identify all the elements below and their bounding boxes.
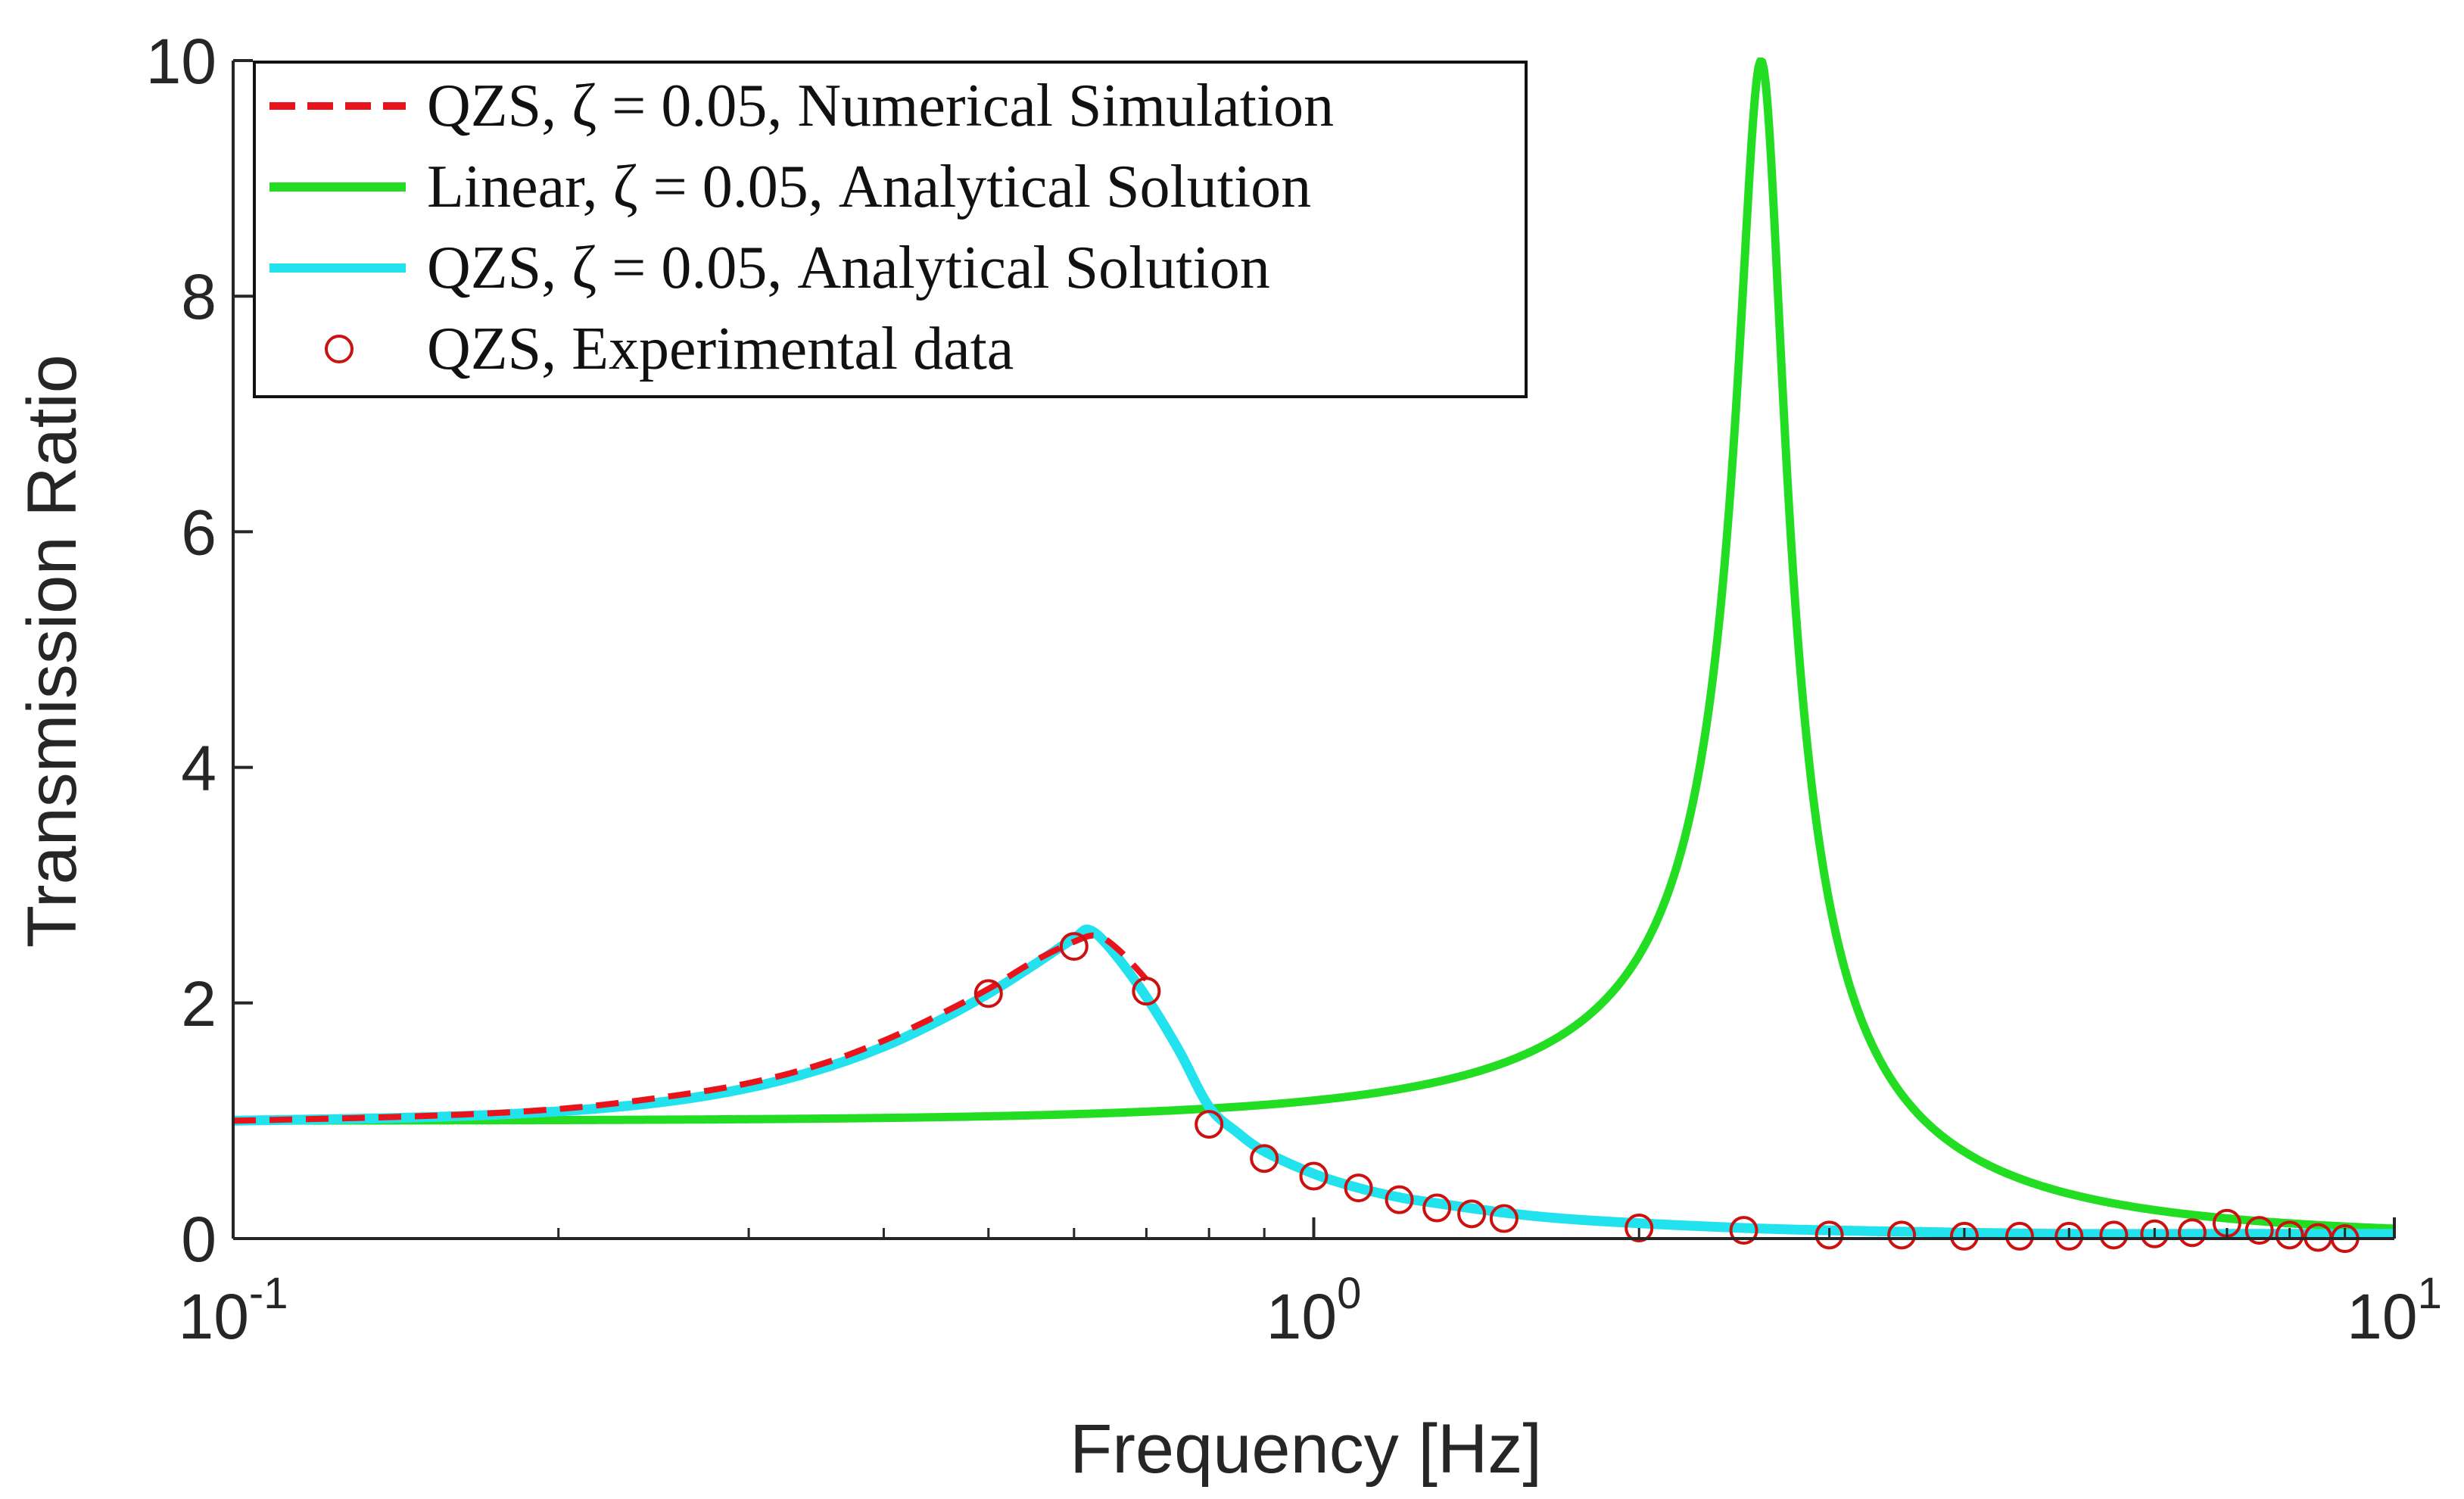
x-axis-label: Frequency [Hz] bbox=[1070, 1410, 1542, 1488]
x-tick-label: 100 bbox=[1266, 1269, 1362, 1352]
experimental-point bbox=[2244, 1216, 2274, 1245]
experimental-point bbox=[1250, 1144, 1279, 1173]
experimental-point bbox=[1887, 1220, 1917, 1250]
series-linear-curve bbox=[233, 58, 2394, 1233]
experimental-point bbox=[1457, 1199, 1487, 1229]
x-tick-base: 10 bbox=[2347, 1281, 2417, 1352]
y-tick-label: 0 bbox=[181, 1204, 216, 1275]
legend-label-experimental: QZS, Experimental data bbox=[427, 316, 1014, 382]
x-tick-base: 10 bbox=[178, 1281, 248, 1352]
x-tick-exponent: -1 bbox=[249, 1269, 288, 1318]
x-tick-label: 101 bbox=[2347, 1269, 2442, 1352]
x-tick-label: 10-1 bbox=[178, 1269, 288, 1352]
legend-box bbox=[253, 61, 1528, 398]
x-tick-base: 10 bbox=[1266, 1281, 1337, 1352]
x-tick-exponent: 0 bbox=[1337, 1269, 1361, 1318]
experimental-point bbox=[2140, 1219, 2170, 1248]
legend-label-numerical: QZS, ζ = 0.05, Numerical Simulation bbox=[427, 73, 1334, 139]
experimental-point bbox=[2275, 1220, 2304, 1250]
experimental-point bbox=[1624, 1214, 1654, 1242]
experimental-point bbox=[1195, 1110, 1224, 1139]
experimental-point bbox=[1132, 977, 1161, 1006]
x-tick-exponent: 1 bbox=[2418, 1269, 2442, 1318]
experimental-point bbox=[1344, 1173, 1373, 1203]
experimental-point bbox=[2005, 1221, 2034, 1251]
experimental-point bbox=[2177, 1218, 2207, 1248]
series-qzs-analytical-curve bbox=[233, 924, 2394, 1239]
experimental-point bbox=[2054, 1221, 2084, 1251]
legend: QZS, ζ = 0.05, Numerical Simulation Linea… bbox=[253, 61, 1528, 398]
experimental-point bbox=[1385, 1185, 1414, 1214]
experimental-point bbox=[1299, 1161, 1329, 1191]
y-tick-label: 10 bbox=[146, 26, 216, 97]
y-tick-label: 6 bbox=[181, 497, 216, 568]
y-tick-label: 4 bbox=[181, 733, 216, 804]
experimental-point bbox=[1815, 1220, 1844, 1250]
experimental-point bbox=[1489, 1204, 1519, 1233]
experimental-point bbox=[1729, 1216, 1758, 1245]
y-tick-label: 8 bbox=[181, 261, 216, 332]
legend-label-linear: Linear, ζ = 0.05, Analytical Solution bbox=[427, 154, 1311, 220]
legend-swatch-experimental bbox=[325, 335, 354, 363]
experimental-point bbox=[1949, 1221, 1979, 1251]
experimental-point bbox=[1059, 932, 1089, 961]
experimental-point bbox=[973, 979, 1003, 1008]
y-axis-label: Transmission Ratio bbox=[14, 354, 91, 948]
series-numerical-curve bbox=[233, 932, 1149, 1124]
y-tick-label: 2 bbox=[181, 968, 216, 1039]
legend-label-qzs_analytical: QZS, ζ = 0.05, Analytical Solution bbox=[427, 235, 1270, 301]
plot-area bbox=[233, 58, 2394, 1253]
experimental-point bbox=[2099, 1220, 2129, 1250]
experimental-point bbox=[1422, 1193, 1452, 1223]
